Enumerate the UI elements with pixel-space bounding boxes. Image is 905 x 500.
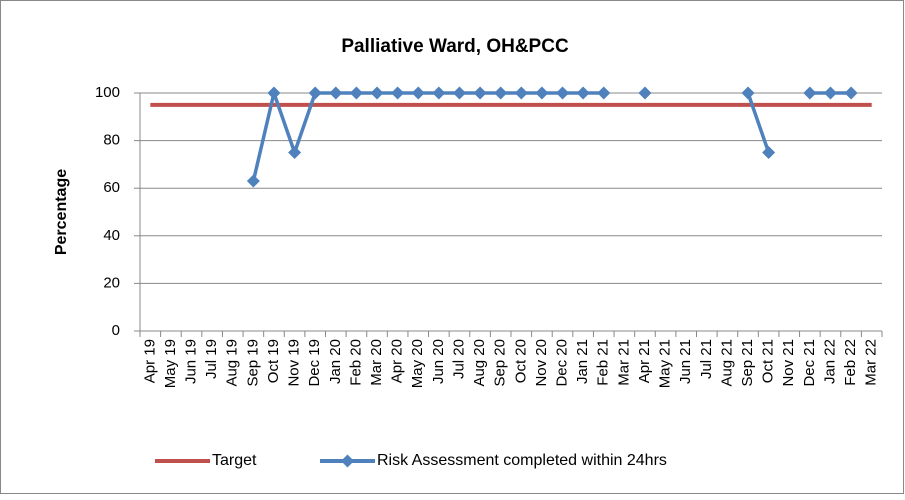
point-marker <box>494 86 508 100</box>
x-tick-label: Feb 21 <box>595 339 612 386</box>
point-marker <box>535 86 549 100</box>
point-marker <box>741 86 755 100</box>
x-tick-label: Aug 19 <box>224 339 241 387</box>
x-tick-label: Mar 21 <box>615 339 632 386</box>
x-tick-label: May 21 <box>657 339 674 388</box>
x-tick-label: Sep 21 <box>739 339 756 387</box>
chart-title: Palliative Ward, OH&PCC <box>341 36 569 57</box>
point-marker <box>267 86 281 100</box>
x-tick-label: Jun 19 <box>182 339 199 384</box>
x-tick-label: Mar 22 <box>863 339 880 386</box>
point-marker <box>638 86 652 100</box>
x-tick-label: May 20 <box>409 339 426 388</box>
point-marker <box>576 86 590 100</box>
x-tick-label: Nov 21 <box>780 339 797 387</box>
y-tick-label: 20 <box>103 274 120 291</box>
x-tick-label: Apr 21 <box>636 339 653 383</box>
x-tick-label: Jan 20 <box>327 339 344 384</box>
point-marker <box>349 86 363 100</box>
x-tick-label: Feb 20 <box>347 339 364 386</box>
x-tick-label: Apr 20 <box>389 339 406 383</box>
x-tick-label: Jan 21 <box>574 339 591 384</box>
x-tick-label: Jul 21 <box>698 339 715 379</box>
x-tick-label: Dec 20 <box>553 339 570 387</box>
x-tick-label: Aug 20 <box>471 339 488 387</box>
legend-marker <box>341 454 354 468</box>
point-marker <box>432 86 446 100</box>
point-marker <box>288 146 302 159</box>
x-tick-label: Nov 20 <box>533 339 550 387</box>
x-tick-label: May 19 <box>162 339 179 388</box>
x-tick-label: Jul 19 <box>203 339 220 379</box>
x-tick-label: Nov 19 <box>286 339 303 387</box>
legend-label: Target <box>212 452 257 469</box>
point-marker <box>473 86 487 100</box>
point-marker <box>597 86 611 100</box>
point-marker <box>803 86 817 100</box>
x-tick-label: Jun 20 <box>430 339 447 384</box>
point-marker <box>823 86 837 100</box>
point-marker <box>411 86 425 100</box>
x-tick-label: Sep 19 <box>244 339 261 387</box>
point-marker <box>452 86 466 100</box>
point-marker <box>514 86 528 100</box>
x-tick-label: Oct 20 <box>512 339 529 383</box>
point-marker <box>762 146 776 159</box>
point-marker <box>329 86 343 100</box>
x-tick-label: Jan 22 <box>821 339 838 384</box>
point-marker <box>556 86 570 100</box>
x-tick-label: Jun 21 <box>677 339 694 384</box>
x-tick-label: Oct 19 <box>265 339 282 383</box>
x-tick-label: Apr 19 <box>141 339 158 383</box>
x-tick-label: Mar 20 <box>368 339 385 386</box>
point-marker <box>246 174 260 188</box>
x-tick-label: Feb 22 <box>842 339 859 386</box>
x-tick-label: Aug 21 <box>718 339 735 387</box>
y-tick-label: 40 <box>103 227 120 244</box>
x-tick-label: Dec 19 <box>306 339 323 387</box>
legend-label: Risk Assessment completed within 24hrs <box>377 452 667 469</box>
point-marker <box>391 86 405 100</box>
point-marker <box>844 86 858 100</box>
y-tick-label: 0 <box>112 322 120 339</box>
point-marker <box>308 86 322 100</box>
y-tick-label: 100 <box>95 84 120 101</box>
y-tick-label: 80 <box>103 132 120 149</box>
x-tick-label: Jul 20 <box>450 339 467 379</box>
y-axis-label: Percentage <box>53 169 70 255</box>
x-tick-label: Sep 20 <box>492 339 509 387</box>
x-tick-label: Oct 21 <box>760 339 777 383</box>
x-tick-label: Dec 21 <box>801 339 818 387</box>
point-marker <box>370 86 384 100</box>
y-tick-label: 60 <box>103 179 120 196</box>
